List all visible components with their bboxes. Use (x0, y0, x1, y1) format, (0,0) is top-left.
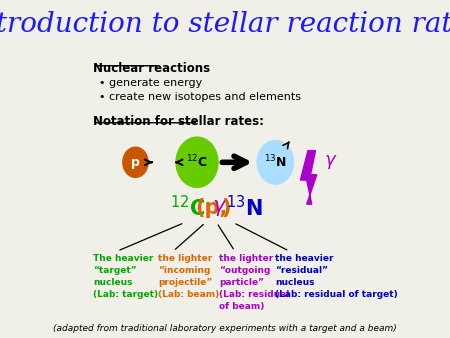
Text: the lighter
“incoming
projectile”
(Lab: beam): the lighter “incoming projectile” (Lab: … (158, 255, 219, 299)
Text: ): ) (221, 197, 231, 218)
Text: the lighter
“outgoing
particle”
(Lab: residual
of beam): the lighter “outgoing particle” (Lab: re… (220, 255, 290, 311)
Text: (adapted from traditional laboratory experiments with a target and a beam): (adapted from traditional laboratory exp… (53, 324, 397, 333)
Text: $^{13}$N: $^{13}$N (226, 195, 263, 220)
Polygon shape (301, 150, 317, 204)
Circle shape (123, 147, 148, 177)
Circle shape (257, 141, 293, 184)
Text: Introduction to stellar reaction rates: Introduction to stellar reaction rates (0, 11, 450, 39)
Text: the heavier
“residual”
nucleus
(Lab: residual of target): the heavier “residual” nucleus (Lab: res… (275, 255, 398, 299)
Text: Nuclear reactions: Nuclear reactions (94, 62, 211, 75)
Text: • create new isotopes and elements: • create new isotopes and elements (99, 92, 301, 102)
Text: The heavier
“target”
nucleus
(Lab: target): The heavier “target” nucleus (Lab: targe… (94, 255, 158, 299)
Text: Notation for stellar rates:: Notation for stellar rates: (94, 115, 265, 128)
Text: • generate energy: • generate energy (99, 78, 202, 89)
Circle shape (176, 137, 218, 188)
Text: $^{12}$C: $^{12}$C (186, 154, 208, 171)
Text: $\gamma$: $\gamma$ (212, 197, 227, 218)
Text: (p,: (p, (196, 197, 228, 218)
Text: $^{12}$C: $^{12}$C (171, 195, 206, 220)
Text: p: p (131, 156, 140, 169)
Text: $^{13}$N: $^{13}$N (264, 154, 287, 171)
Text: $\gamma$: $\gamma$ (324, 153, 338, 171)
